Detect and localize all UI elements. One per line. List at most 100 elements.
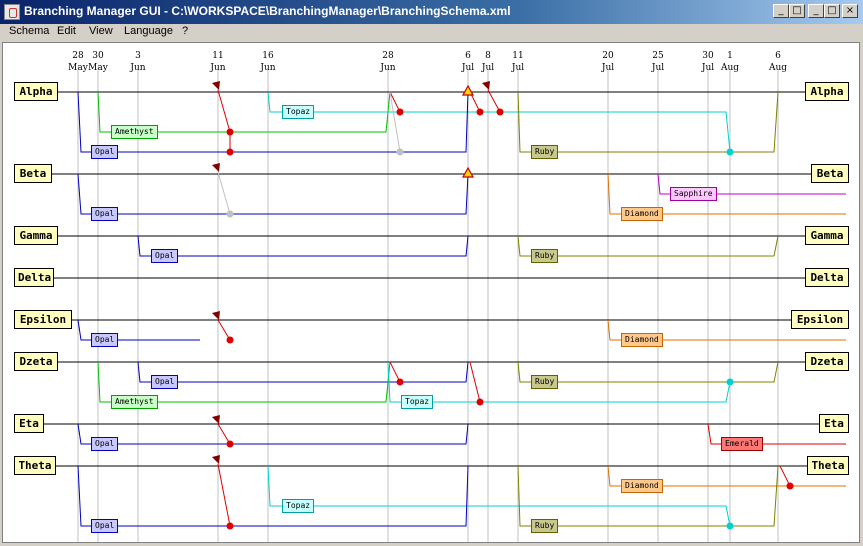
branch-label-beta-diamond[interactable]: Diamond [621, 207, 663, 221]
minimize-button[interactable]: _ [808, 4, 824, 18]
conflict-warning-icon [461, 84, 475, 96]
branch-line-emerald [707, 423, 846, 445]
merge-line [469, 361, 481, 403]
lane-label-alpha[interactable]: Alpha [14, 82, 58, 101]
date-day-label: 28 [72, 51, 84, 61]
branch-label-eta-emerald[interactable]: Emerald [721, 437, 763, 451]
date-day-label: 30 [702, 51, 714, 61]
branch-label-alpha-ruby[interactable]: Ruby [531, 145, 559, 159]
lane-label-epsilon[interactable]: Epsilon [14, 310, 72, 329]
menu-view[interactable]: View [89, 25, 113, 37]
branch-line-diamond [607, 465, 846, 487]
close-button[interactable]: × [842, 4, 858, 18]
branch-label-beta-opal[interactable]: Opal [91, 207, 119, 221]
merge-point [476, 108, 484, 116]
branch-line-opal [77, 173, 469, 215]
conflict-warning-icon [461, 166, 475, 178]
menu-language[interactable]: Language [124, 25, 173, 37]
merge-point [786, 482, 794, 490]
date-day-label: 11 [512, 51, 523, 61]
merge-flag [212, 415, 220, 424]
date-month-label: Jul [651, 63, 664, 73]
lane-label-gamma[interactable]: Gamma [14, 226, 58, 245]
merge-flag [212, 81, 220, 90]
branch-line-opal [137, 361, 469, 383]
lane-label-right-alpha[interactable]: Alpha [805, 82, 849, 101]
merge-point [396, 378, 404, 386]
date-day-label: 1 [727, 51, 733, 61]
menu-edit[interactable]: Edit [57, 25, 76, 37]
merge-point [226, 210, 234, 218]
merge-line [779, 465, 791, 487]
java-app-icon[interactable] [4, 4, 20, 20]
merge-point [396, 108, 404, 116]
merge-line [389, 91, 401, 153]
date-month-label: May [88, 63, 109, 73]
schema-diagram: 28May30May3Jun11Jun16Jun28Jun6Jul8Jul11J… [43, 51, 846, 542]
branching-schema-canvas[interactable]: 28 May 30 May 3 Jun 11 Jun 16 Jun 28 Jun 6 Jul 8 Jul 11 J… [2, 42, 860, 543]
branch-label-gamma-ruby[interactable]: Ruby [531, 249, 559, 263]
date-month-label: Jun [209, 63, 225, 73]
branch-label-dzeta-opal[interactable]: Opal [151, 375, 179, 389]
branch-label-dzeta-amethyst[interactable]: Amethyst [111, 395, 158, 409]
merge-point [226, 440, 234, 448]
date-month-label: Jun [379, 63, 395, 73]
date-month-label: Jul [601, 63, 614, 73]
maximize-button[interactable]: □ [824, 4, 840, 18]
branch-line-topaz [267, 465, 731, 527]
merge-line [217, 423, 231, 445]
merge-line [217, 319, 231, 341]
date-day-label: 30 [92, 51, 104, 61]
branch-label-gamma-opal[interactable]: Opal [151, 249, 179, 263]
date-day-label: 8 [485, 51, 491, 61]
branch-label-beta-sapphire[interactable]: Sapphire [670, 187, 717, 201]
merge-point [726, 522, 734, 530]
branch-label-dzeta-ruby[interactable]: Ruby [531, 375, 559, 389]
menu-schema[interactable]: Schema [9, 25, 50, 37]
lane-label-dzeta[interactable]: Dzeta [14, 352, 58, 371]
branch-label-eta-opal[interactable]: Opal [91, 437, 119, 451]
date-month-label: Jul [461, 63, 474, 73]
menu-help[interactable]: ? [182, 25, 189, 37]
system-menu-button[interactable]: _ [773, 4, 789, 18]
merge-point [496, 108, 504, 116]
restore-button[interactable]: □ [789, 4, 805, 18]
date-day-label: 6 [775, 51, 781, 61]
date-month-label: Jun [129, 63, 145, 73]
branch-line-opal [77, 465, 469, 527]
lane-label-eta[interactable]: Eta [14, 414, 44, 433]
lane-label-right-theta[interactable]: Theta [807, 456, 849, 475]
branch-label-alpha-amethyst[interactable]: Amethyst [111, 125, 158, 139]
branch-label-theta-diamond[interactable]: Diamond [621, 479, 663, 493]
lane-label-right-dzeta[interactable]: Dzeta [805, 352, 849, 371]
branch-label-theta-ruby[interactable]: Ruby [531, 519, 559, 533]
date-day-label: 6 [465, 51, 471, 61]
window-title: Branching Manager GUI - C:\WORKSPACE\Bra… [24, 4, 511, 18]
lane-label-right-eta[interactable]: Eta [819, 414, 849, 433]
branch-label-epsilon-diamond[interactable]: Diamond [621, 333, 663, 347]
lane-label-beta[interactable]: Beta [14, 164, 52, 183]
branch-label-alpha-topaz[interactable]: Topaz [282, 105, 315, 119]
branch-label-dzeta-topaz[interactable]: Topaz [401, 395, 434, 409]
branch-label-epsilon-opal[interactable]: Opal [91, 333, 119, 347]
lane-label-theta[interactable]: Theta [14, 456, 56, 475]
merge-point [226, 336, 234, 344]
merge-point [226, 522, 234, 530]
lane-label-delta[interactable]: Delta [14, 268, 54, 287]
branch-line-opal [77, 423, 469, 445]
date-month-label: Jun [259, 63, 275, 73]
branch-line-opal [137, 235, 469, 257]
lane-label-right-beta[interactable]: Beta [811, 164, 849, 183]
merge-point [396, 148, 404, 156]
branch-line-diamond [607, 173, 846, 215]
branch-label-alpha-opal[interactable]: Opal [91, 145, 119, 159]
merge-flag [212, 455, 220, 464]
lane-label-right-epsilon[interactable]: Epsilon [791, 310, 849, 329]
date-month-label: Jul [701, 63, 714, 73]
branch-label-theta-opal[interactable]: Opal [91, 519, 119, 533]
lane-label-right-delta[interactable]: Delta [805, 268, 849, 287]
lane-label-right-gamma[interactable]: Gamma [805, 226, 849, 245]
branch-line-opal [77, 319, 200, 341]
merge-line [487, 89, 501, 113]
branch-label-theta-topaz[interactable]: Topaz [282, 499, 315, 513]
